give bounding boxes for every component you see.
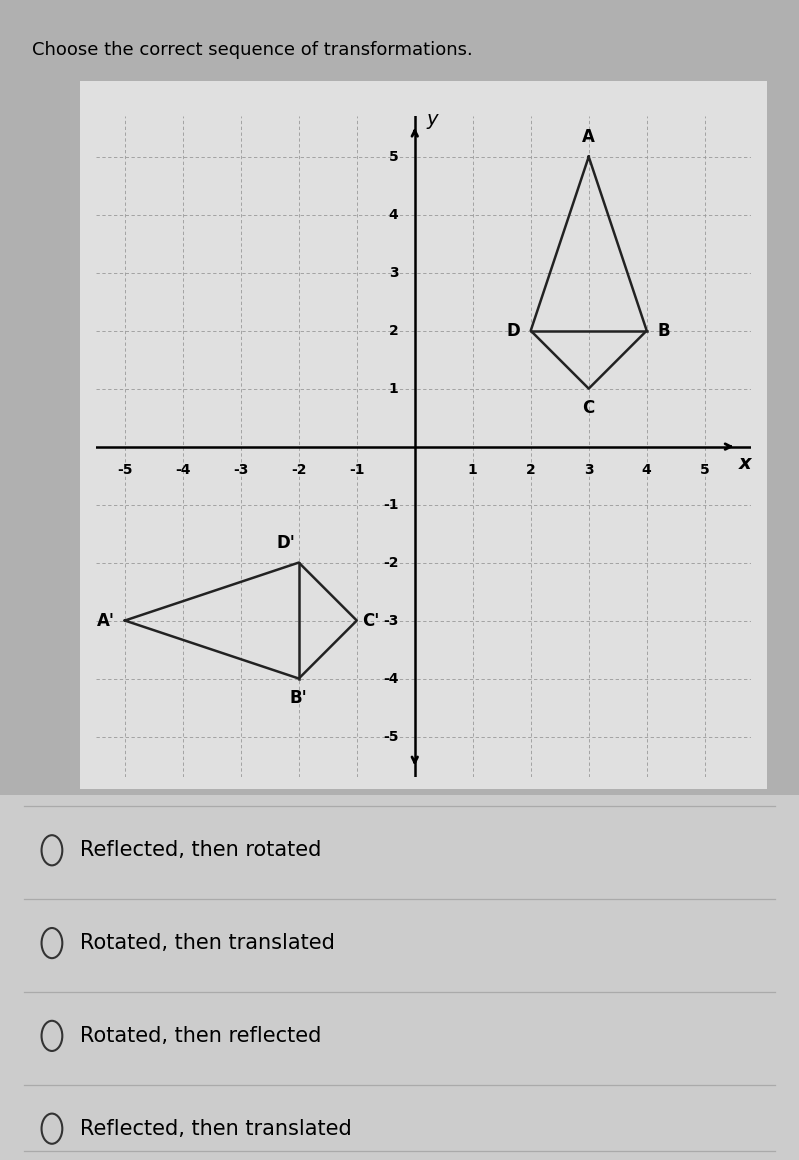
Text: Rotated, then translated: Rotated, then translated [80, 933, 335, 954]
Text: D': D' [276, 534, 296, 552]
Text: A: A [582, 129, 595, 146]
Text: -1: -1 [349, 463, 364, 477]
Text: 5: 5 [700, 463, 710, 477]
Text: A': A' [97, 611, 114, 630]
Text: -4: -4 [383, 672, 399, 686]
Text: -5: -5 [117, 463, 133, 477]
Text: 2: 2 [389, 324, 399, 338]
Text: 4: 4 [642, 463, 651, 477]
Text: B: B [657, 321, 670, 340]
Text: 1: 1 [468, 463, 478, 477]
Text: Reflected, then translated: Reflected, then translated [80, 1118, 352, 1139]
Text: x: x [739, 455, 752, 473]
Text: -5: -5 [383, 730, 399, 744]
Text: 3: 3 [584, 463, 594, 477]
Text: Choose the correct sequence of transformations.: Choose the correct sequence of transform… [32, 41, 473, 59]
Text: Rotated, then reflected: Rotated, then reflected [80, 1025, 321, 1046]
Text: -3: -3 [384, 614, 399, 628]
Text: 1: 1 [389, 382, 399, 396]
Text: Reflected, then rotated: Reflected, then rotated [80, 840, 321, 861]
Text: B': B' [290, 689, 308, 706]
Text: y: y [427, 109, 438, 129]
Text: -2: -2 [291, 463, 307, 477]
Text: 2: 2 [526, 463, 535, 477]
Text: -2: -2 [383, 556, 399, 570]
Text: C': C' [362, 611, 380, 630]
Text: D: D [507, 321, 520, 340]
Text: 5: 5 [389, 150, 399, 164]
Text: 3: 3 [389, 266, 399, 280]
Text: 4: 4 [389, 208, 399, 222]
Text: C: C [582, 399, 594, 418]
Text: -3: -3 [233, 463, 248, 477]
Text: -4: -4 [175, 463, 191, 477]
Text: -1: -1 [383, 498, 399, 512]
